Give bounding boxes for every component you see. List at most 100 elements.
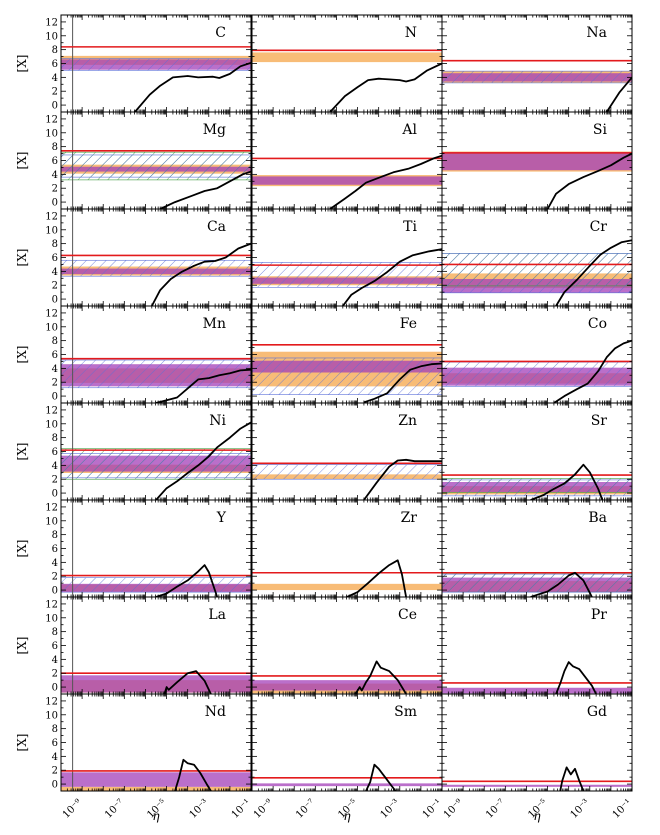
panel-plot-area [252, 559, 442, 597]
element-label-mg: Mg [203, 122, 226, 138]
y-axis-label: [X] [15, 346, 29, 364]
y-tick-label: 4 [52, 461, 58, 472]
element-label-ti: Ti [403, 219, 417, 235]
purple-band [252, 680, 442, 691]
panel-pr: Pr [441, 596, 633, 695]
panel-plot-area [61, 306, 251, 403]
element-label-co: Co [588, 316, 607, 332]
y-tick-label: 4 [52, 267, 58, 278]
model-curve [155, 368, 251, 403]
y-tick-label: 4 [52, 73, 58, 84]
panel-c: C 0 2 4 6 8 10 12 [X] [15, 14, 252, 113]
panel-sr: Sr [441, 402, 633, 501]
model-curve [546, 152, 632, 209]
panel-plot-area [61, 112, 251, 209]
purple-band [61, 772, 251, 787]
y-tick-label: 10 [45, 710, 58, 721]
model-curve [553, 339, 632, 403]
purple-band [442, 687, 632, 694]
element-label-fe: Fe [400, 316, 417, 332]
element-label-sm: Sm [394, 704, 417, 720]
panel-sm: Sm [251, 693, 443, 792]
y-axis-label: [X] [15, 152, 29, 170]
blue-hatch-band [442, 573, 632, 593]
blue-hatch-band [442, 253, 632, 294]
model-curve [346, 559, 407, 597]
y-tick-label: 12 [45, 211, 58, 222]
panel-ca: Ca 0 2 4 6 8 10 12 [X] [15, 208, 252, 307]
y-tick-label: 2 [52, 281, 58, 292]
model-curve [155, 421, 251, 500]
y-tick-label: 4 [52, 558, 58, 569]
element-label-zr: Zr [401, 510, 418, 526]
panel-plot-area [442, 151, 632, 209]
blue-hatch-band [61, 154, 251, 178]
y-tick-label: 0 [52, 586, 58, 597]
element-label-ni: Ni [209, 413, 226, 429]
model-curve [155, 564, 219, 597]
panel-plot-area [442, 766, 632, 791]
y-axis-label: [X] [15, 734, 29, 752]
y-tick-label: 12 [45, 114, 58, 125]
y-tick-label: 0 [52, 392, 58, 403]
panel-plot-area [442, 239, 632, 306]
model-curve [363, 362, 442, 403]
y-tick-label: 4 [52, 364, 58, 375]
y-tick-label: 8 [52, 724, 58, 735]
panel-la: La 0 2 4 6 8 10 12 [X] [15, 596, 252, 695]
y-tick-label: 0 [52, 780, 58, 791]
panel-ti: Ti [251, 208, 443, 307]
element-label-nd: Nd [205, 704, 226, 720]
model-curve [559, 766, 585, 791]
model-curve [329, 154, 442, 209]
panel-mg: Mg 0 2 4 6 8 10 12 [X] [15, 111, 252, 210]
element-label-si: Si [593, 122, 608, 138]
y-tick-label: 6 [52, 253, 58, 264]
panel-plot-area [61, 694, 251, 791]
y-axis-label: [X] [15, 443, 29, 461]
y-tick-label: 4 [52, 752, 58, 763]
purple-band [442, 152, 632, 171]
y-tick-label: 6 [52, 641, 58, 652]
y-tick-label: 0 [52, 683, 58, 694]
y-tick-label: 8 [52, 433, 58, 444]
element-label-na: Na [586, 25, 607, 41]
y-axis-label: [X] [15, 637, 29, 655]
panel-plot-area [442, 463, 632, 500]
y-tick-label: 2 [52, 669, 58, 680]
panel-y: Y 0 2 4 6 8 10 12 [X] [15, 499, 252, 598]
blue-hatch-band [61, 359, 251, 389]
model-curve [530, 463, 604, 500]
y-tick-label: 0 [52, 295, 58, 306]
panel-plot-area [442, 339, 632, 403]
blue-hatch-band [61, 259, 251, 277]
panel-frame [60, 693, 252, 792]
panel-plot-area [252, 154, 442, 209]
panel-plot-area [252, 49, 442, 112]
y-tick-label: 6 [52, 59, 58, 70]
panel-gd: Gd [441, 693, 633, 792]
y-tick-label: 10 [45, 31, 58, 42]
y-axis-label: [X] [15, 540, 29, 558]
y-tick-label: 8 [52, 239, 58, 250]
y-tick-label: 10 [45, 322, 58, 333]
blue-hatch-band [252, 464, 442, 480]
y-tick-label: 6 [52, 350, 58, 361]
model-curve [530, 571, 593, 597]
y-tick-label: 2 [52, 572, 58, 583]
panel-zr: Zr [251, 499, 443, 598]
element-label-ba: Ba [588, 510, 607, 526]
y-tick-label: 4 [52, 655, 58, 666]
y-tick-label: 6 [52, 447, 58, 458]
panel-plot-area [442, 571, 632, 597]
y-tick-label: 0 [52, 198, 58, 209]
y-tick-label: 6 [52, 738, 58, 749]
y-tick-label: 8 [52, 530, 58, 541]
model-curve [159, 170, 251, 209]
model-curve [555, 239, 632, 306]
element-label-ca: Ca [207, 219, 226, 235]
panel-plot-area [442, 59, 632, 112]
panel-plot-area [61, 597, 251, 694]
model-curve [134, 61, 251, 112]
